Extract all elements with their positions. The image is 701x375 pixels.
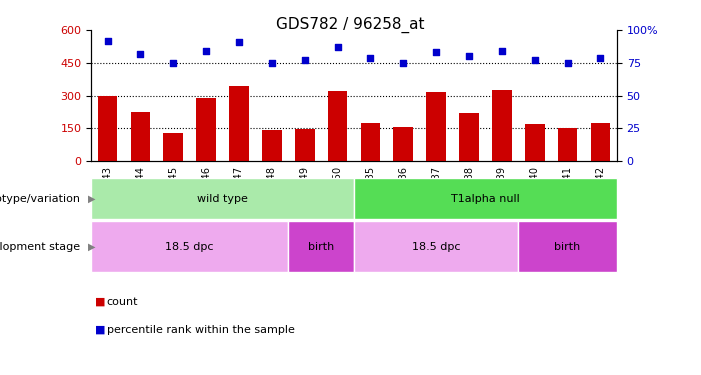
Text: count: count <box>107 297 138 307</box>
Point <box>168 60 179 66</box>
Text: 18.5 dpc: 18.5 dpc <box>165 242 214 252</box>
Text: ▶: ▶ <box>88 242 95 252</box>
Text: percentile rank within the sample: percentile rank within the sample <box>107 325 294 335</box>
Bar <box>229 86 249 161</box>
Point <box>595 55 606 61</box>
Text: ■: ■ <box>95 325 105 335</box>
Text: birth: birth <box>554 242 580 252</box>
Point <box>496 48 508 54</box>
Bar <box>196 98 216 161</box>
Point <box>135 51 146 57</box>
Point <box>233 39 245 45</box>
Text: genotype/variation: genotype/variation <box>0 194 81 204</box>
Point <box>102 38 113 44</box>
Text: development stage: development stage <box>0 242 81 252</box>
Point <box>529 57 540 63</box>
Point <box>562 60 573 66</box>
Text: 18.5 dpc: 18.5 dpc <box>412 242 461 252</box>
Bar <box>393 128 413 161</box>
Bar <box>492 90 512 161</box>
Bar <box>590 123 611 161</box>
Point <box>463 53 475 59</box>
Bar <box>130 112 150 161</box>
Point <box>397 60 409 66</box>
Text: GDS782 / 96258_at: GDS782 / 96258_at <box>276 17 425 33</box>
Bar <box>360 123 381 161</box>
Bar <box>558 129 578 161</box>
Text: T1alpha null: T1alpha null <box>451 194 520 204</box>
Bar <box>163 133 183 161</box>
Bar <box>426 92 446 161</box>
Point <box>332 44 343 50</box>
Text: ■: ■ <box>95 297 105 307</box>
Point <box>200 48 212 54</box>
Text: ▶: ▶ <box>88 194 95 204</box>
Text: wild type: wild type <box>197 194 248 204</box>
Bar <box>328 91 348 161</box>
Point <box>430 50 442 55</box>
Point <box>266 60 278 66</box>
Text: birth: birth <box>308 242 334 252</box>
Bar <box>295 129 315 161</box>
Bar <box>97 96 118 161</box>
Bar <box>262 129 282 161</box>
Bar <box>459 113 479 161</box>
Bar <box>525 124 545 161</box>
Point <box>365 55 376 61</box>
Point <box>299 57 311 63</box>
